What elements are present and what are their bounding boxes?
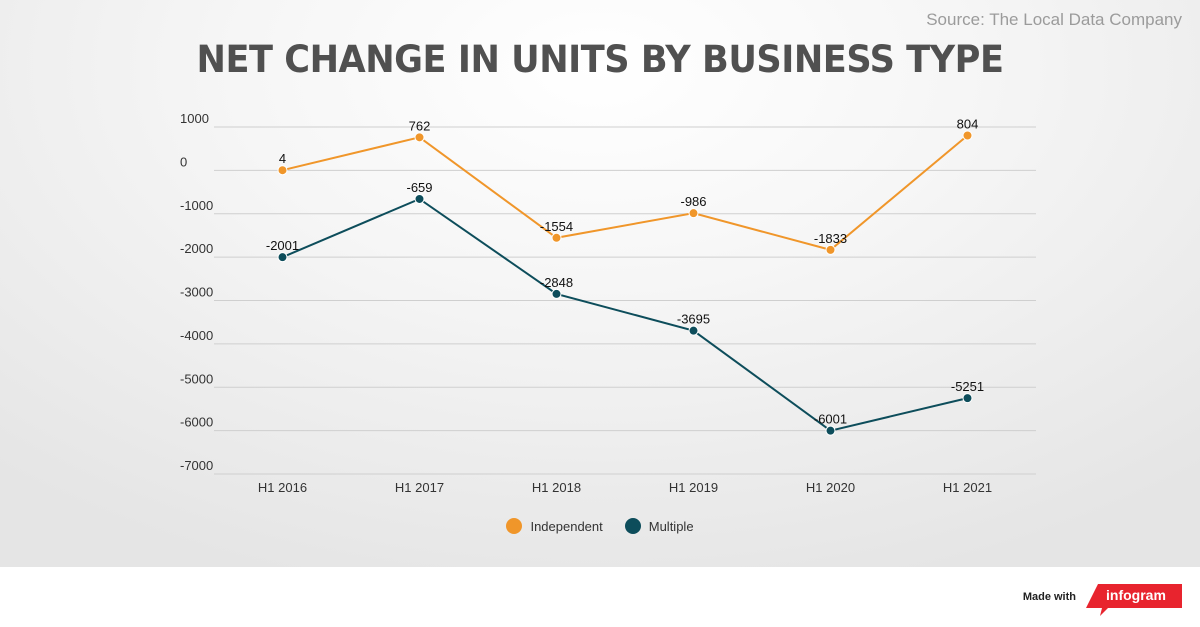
data-label: -5251 [951, 379, 984, 394]
x-tick-label: H1 2020 [806, 480, 855, 495]
data-label: -1554 [540, 219, 573, 234]
data-label: 804 [957, 117, 979, 132]
data-label: 762 [409, 118, 431, 133]
data-point-independent [414, 132, 425, 143]
data-point-independent [551, 232, 562, 243]
y-tick-label: 1000 [180, 111, 209, 126]
infogram-badge-icon [1086, 584, 1182, 616]
data-point-multiple [688, 325, 699, 336]
chart-card: Source: The Local Data Company NET CHANG… [0, 0, 1200, 567]
data-label: -986 [680, 194, 706, 209]
x-tick-label: H1 2016 [258, 480, 307, 495]
y-tick-label: -5000 [180, 371, 213, 386]
data-label: 4 [279, 151, 286, 166]
data-point-independent [825, 244, 836, 255]
data-label: -659 [406, 180, 432, 195]
y-tick-label: -1000 [180, 198, 213, 213]
legend-item-multiple[interactable]: Multiple [624, 518, 694, 534]
data-point-multiple [277, 252, 288, 263]
legend: Independent Multiple [0, 518, 1200, 534]
data-label: -6001 [814, 412, 847, 427]
data-point-multiple [551, 288, 562, 299]
x-tick-label: H1 2018 [532, 480, 581, 495]
footer: Made with infogram [0, 567, 1200, 627]
data-point-multiple [414, 193, 425, 204]
legend-item-independent[interactable]: Independent [506, 518, 603, 534]
data-label: -1833 [814, 231, 847, 246]
data-point-independent [962, 130, 973, 141]
y-tick-label: -4000 [180, 328, 213, 343]
data-label: -3695 [677, 312, 710, 327]
data-label: -2001 [266, 238, 299, 253]
x-tick-label: H1 2019 [669, 480, 718, 495]
y-tick-label: -7000 [180, 458, 213, 473]
series-line-independent [282, 134, 969, 251]
chart-title: NET CHANGE IN UNITS BY BUSINESS TYPE [196, 38, 1004, 81]
line-chart: 1000 0 -1000 -2000 -3000 -4000 -5000 -6000 -7000… [180, 111, 1036, 495]
x-tick-label: H1 2021 [943, 480, 992, 495]
y-tick-label: -6000 [180, 415, 213, 430]
legend-label-multiple: Multiple [648, 518, 694, 534]
data-point-independent [688, 208, 699, 219]
series-line-multiple [282, 197, 968, 432]
infogram-logo-text: infogram [1106, 587, 1166, 603]
source-note: Source: The Local Data Company [926, 10, 1182, 29]
legend-dot-multiple [624, 518, 641, 534]
y-tick-label: -3000 [180, 285, 213, 300]
y-tick-label: 0 [180, 154, 187, 169]
y-tick-label: -2000 [180, 241, 213, 256]
data-label: -2848 [540, 275, 573, 290]
data-point-multiple [962, 393, 973, 404]
infogram-logo[interactable]: infogram [1086, 584, 1182, 616]
made-with-label: Made with [1022, 591, 1076, 603]
data-point-independent [277, 165, 288, 176]
data-point-multiple [825, 425, 836, 436]
x-tick-label: H1 2017 [395, 480, 444, 495]
legend-dot-independent [506, 518, 523, 534]
legend-label-independent: Independent [530, 518, 603, 534]
